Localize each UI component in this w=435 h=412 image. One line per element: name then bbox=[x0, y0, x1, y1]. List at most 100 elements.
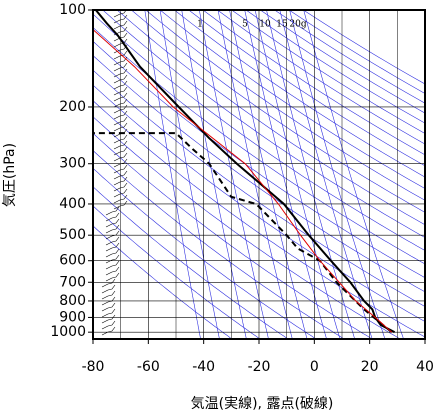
wind-barb bbox=[113, 146, 128, 156]
wind-barb bbox=[113, 122, 128, 132]
dry-adiabat bbox=[131, 10, 425, 213]
wind-barb bbox=[101, 290, 116, 300]
mixing-ratio-line bbox=[159, 10, 220, 339]
wind-barb bbox=[113, 164, 128, 174]
dry-adiabat bbox=[217, 10, 425, 145]
dry-adiabat bbox=[93, 55, 425, 293]
dry-adiabat bbox=[231, 10, 425, 134]
x-tick-label: -60 bbox=[137, 359, 160, 375]
dry-adiabat bbox=[159, 10, 425, 189]
wind-barb bbox=[113, 20, 128, 30]
wind-barb bbox=[101, 326, 116, 336]
wind-barb bbox=[113, 134, 128, 144]
x-tick-label: -20 bbox=[248, 359, 271, 375]
dry-adiabat bbox=[93, 205, 261, 339]
x-axis-label: 気温(実線), 露点(破線) bbox=[191, 396, 334, 412]
profile-line bbox=[93, 29, 393, 333]
wind-barb bbox=[105, 212, 120, 222]
wind-barb bbox=[113, 152, 128, 162]
dry-adiabat bbox=[93, 69, 425, 307]
x-tick-label: 0 bbox=[310, 359, 319, 375]
y-tick-label: 900 bbox=[59, 309, 86, 325]
wind-barb bbox=[105, 260, 120, 270]
wind-barb bbox=[113, 50, 128, 60]
wind-barb bbox=[113, 86, 128, 96]
dry-adiabat bbox=[93, 132, 373, 339]
y-tick-label: 200 bbox=[59, 99, 86, 115]
wind-barb bbox=[113, 74, 128, 84]
y-tick-label: 1000 bbox=[50, 324, 86, 340]
wind-barb bbox=[105, 224, 120, 234]
x-tick-label: 40 bbox=[416, 359, 434, 375]
plot-frame bbox=[92, 9, 426, 340]
wind-barb bbox=[101, 320, 116, 330]
dry-adiabat bbox=[102, 10, 425, 238]
dry-adiabat bbox=[93, 167, 317, 339]
x-tick-label: -80 bbox=[82, 359, 105, 375]
y-tick-label: 500 bbox=[59, 227, 86, 243]
dry-adiabat bbox=[93, 225, 233, 339]
dry-adiabat bbox=[116, 10, 425, 226]
mixing-ratio-line bbox=[229, 10, 308, 339]
wind-barb bbox=[105, 254, 120, 264]
wind-barb bbox=[101, 302, 116, 312]
profile-line bbox=[95, 10, 396, 334]
wind-barb bbox=[105, 206, 120, 216]
wind-barb bbox=[113, 92, 128, 102]
dry-adiabat bbox=[93, 150, 345, 339]
wind-barb bbox=[105, 236, 120, 246]
dry-adiabat bbox=[93, 186, 289, 339]
wind-barb bbox=[113, 104, 128, 114]
dry-adiabat bbox=[145, 10, 425, 201]
wind-barb bbox=[101, 296, 116, 306]
dry-adiabat bbox=[188, 10, 425, 167]
dry-adiabat bbox=[93, 100, 425, 338]
wind-barb bbox=[113, 194, 128, 204]
wind-barb bbox=[105, 230, 120, 240]
plot-area bbox=[93, 10, 425, 339]
mixing-ratio-label: 20g bbox=[289, 20, 306, 30]
y-tick-label: 100 bbox=[59, 2, 86, 18]
wind-barb bbox=[113, 80, 128, 90]
wind-barb bbox=[113, 116, 128, 126]
wind-barb bbox=[113, 170, 128, 180]
wind-barb bbox=[101, 278, 116, 288]
mixing-ratio-label: 15 bbox=[276, 20, 288, 30]
y-tick-label: 400 bbox=[59, 196, 86, 212]
wind-barb bbox=[113, 176, 128, 186]
wind-barb bbox=[101, 308, 116, 318]
wind-barb bbox=[113, 62, 128, 72]
wind-barb bbox=[101, 314, 116, 324]
mixing-ratio-line bbox=[244, 10, 327, 339]
dry-adiabat bbox=[288, 10, 425, 94]
wind-barb bbox=[105, 248, 120, 258]
mixing-ratio-label: 5 bbox=[242, 20, 248, 30]
wind-barb bbox=[113, 182, 128, 192]
wind-barb bbox=[113, 188, 128, 198]
mixing-ratio-line bbox=[181, 10, 247, 339]
x-tick-label: -40 bbox=[192, 359, 215, 375]
wind-barb bbox=[113, 98, 128, 108]
wind-barb bbox=[113, 158, 128, 168]
mixing-ratio-line bbox=[199, 10, 269, 339]
wind-barb bbox=[105, 266, 120, 276]
dry-adiabat bbox=[202, 10, 425, 156]
wind-barb bbox=[113, 68, 128, 78]
mixing-ratio-line bbox=[254, 10, 341, 339]
mixing-ratio-line bbox=[144, 10, 201, 339]
dry-adiabat bbox=[93, 116, 401, 339]
wind-barb bbox=[113, 110, 128, 120]
wind-barb bbox=[113, 14, 128, 24]
wind-barb bbox=[113, 56, 128, 66]
dry-adiabat bbox=[93, 13, 425, 251]
mixing-ratio-line bbox=[303, 10, 404, 339]
dry-adiabat bbox=[93, 27, 425, 265]
y-tick-label: 700 bbox=[59, 274, 86, 290]
mixing-ratio-label: 1 bbox=[197, 20, 203, 30]
wind-barb bbox=[105, 272, 120, 282]
dry-adiabat bbox=[174, 10, 425, 178]
y-tick-label: 300 bbox=[59, 156, 86, 172]
mixing-ratio-label: 10 bbox=[259, 20, 271, 30]
wind-barb bbox=[113, 200, 128, 210]
